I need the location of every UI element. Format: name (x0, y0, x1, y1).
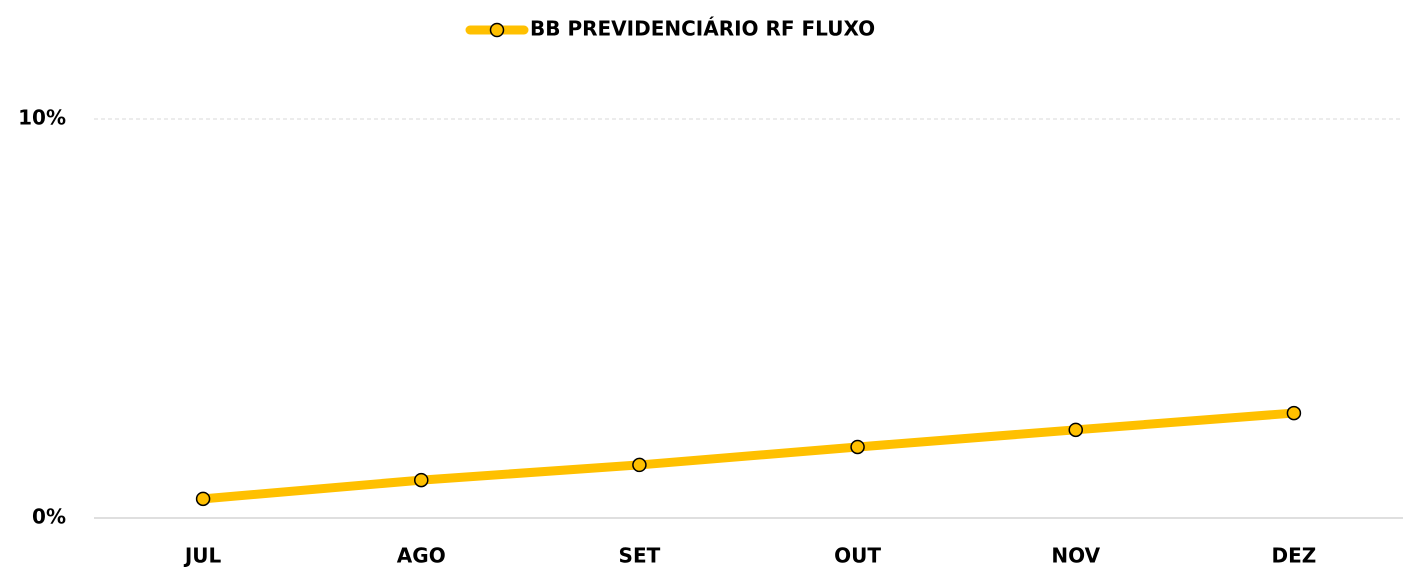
point-marker (632, 457, 647, 473)
point-marker (414, 472, 429, 488)
x-tick-label: SET (619, 544, 661, 568)
legend-label: BB PREVIDENCIÁRIO RF FLUXO (530, 17, 875, 41)
x-tick-label: JUL (183, 544, 222, 568)
point-marker (195, 491, 211, 507)
legend-marker (489, 22, 505, 38)
x-tick-label: NOV (1051, 544, 1100, 568)
point-marker (1068, 422, 1083, 438)
point-marker (850, 439, 865, 455)
y-tick-label: 0% (32, 505, 66, 529)
series-line (198, 408, 1299, 504)
x-tick-label: OUT (834, 544, 881, 568)
x-tick-label: AGO (397, 544, 446, 568)
x-tick-label: DEZ (1272, 544, 1317, 568)
point-marker (1286, 405, 1302, 421)
y-tick-label: 10% (18, 106, 66, 130)
